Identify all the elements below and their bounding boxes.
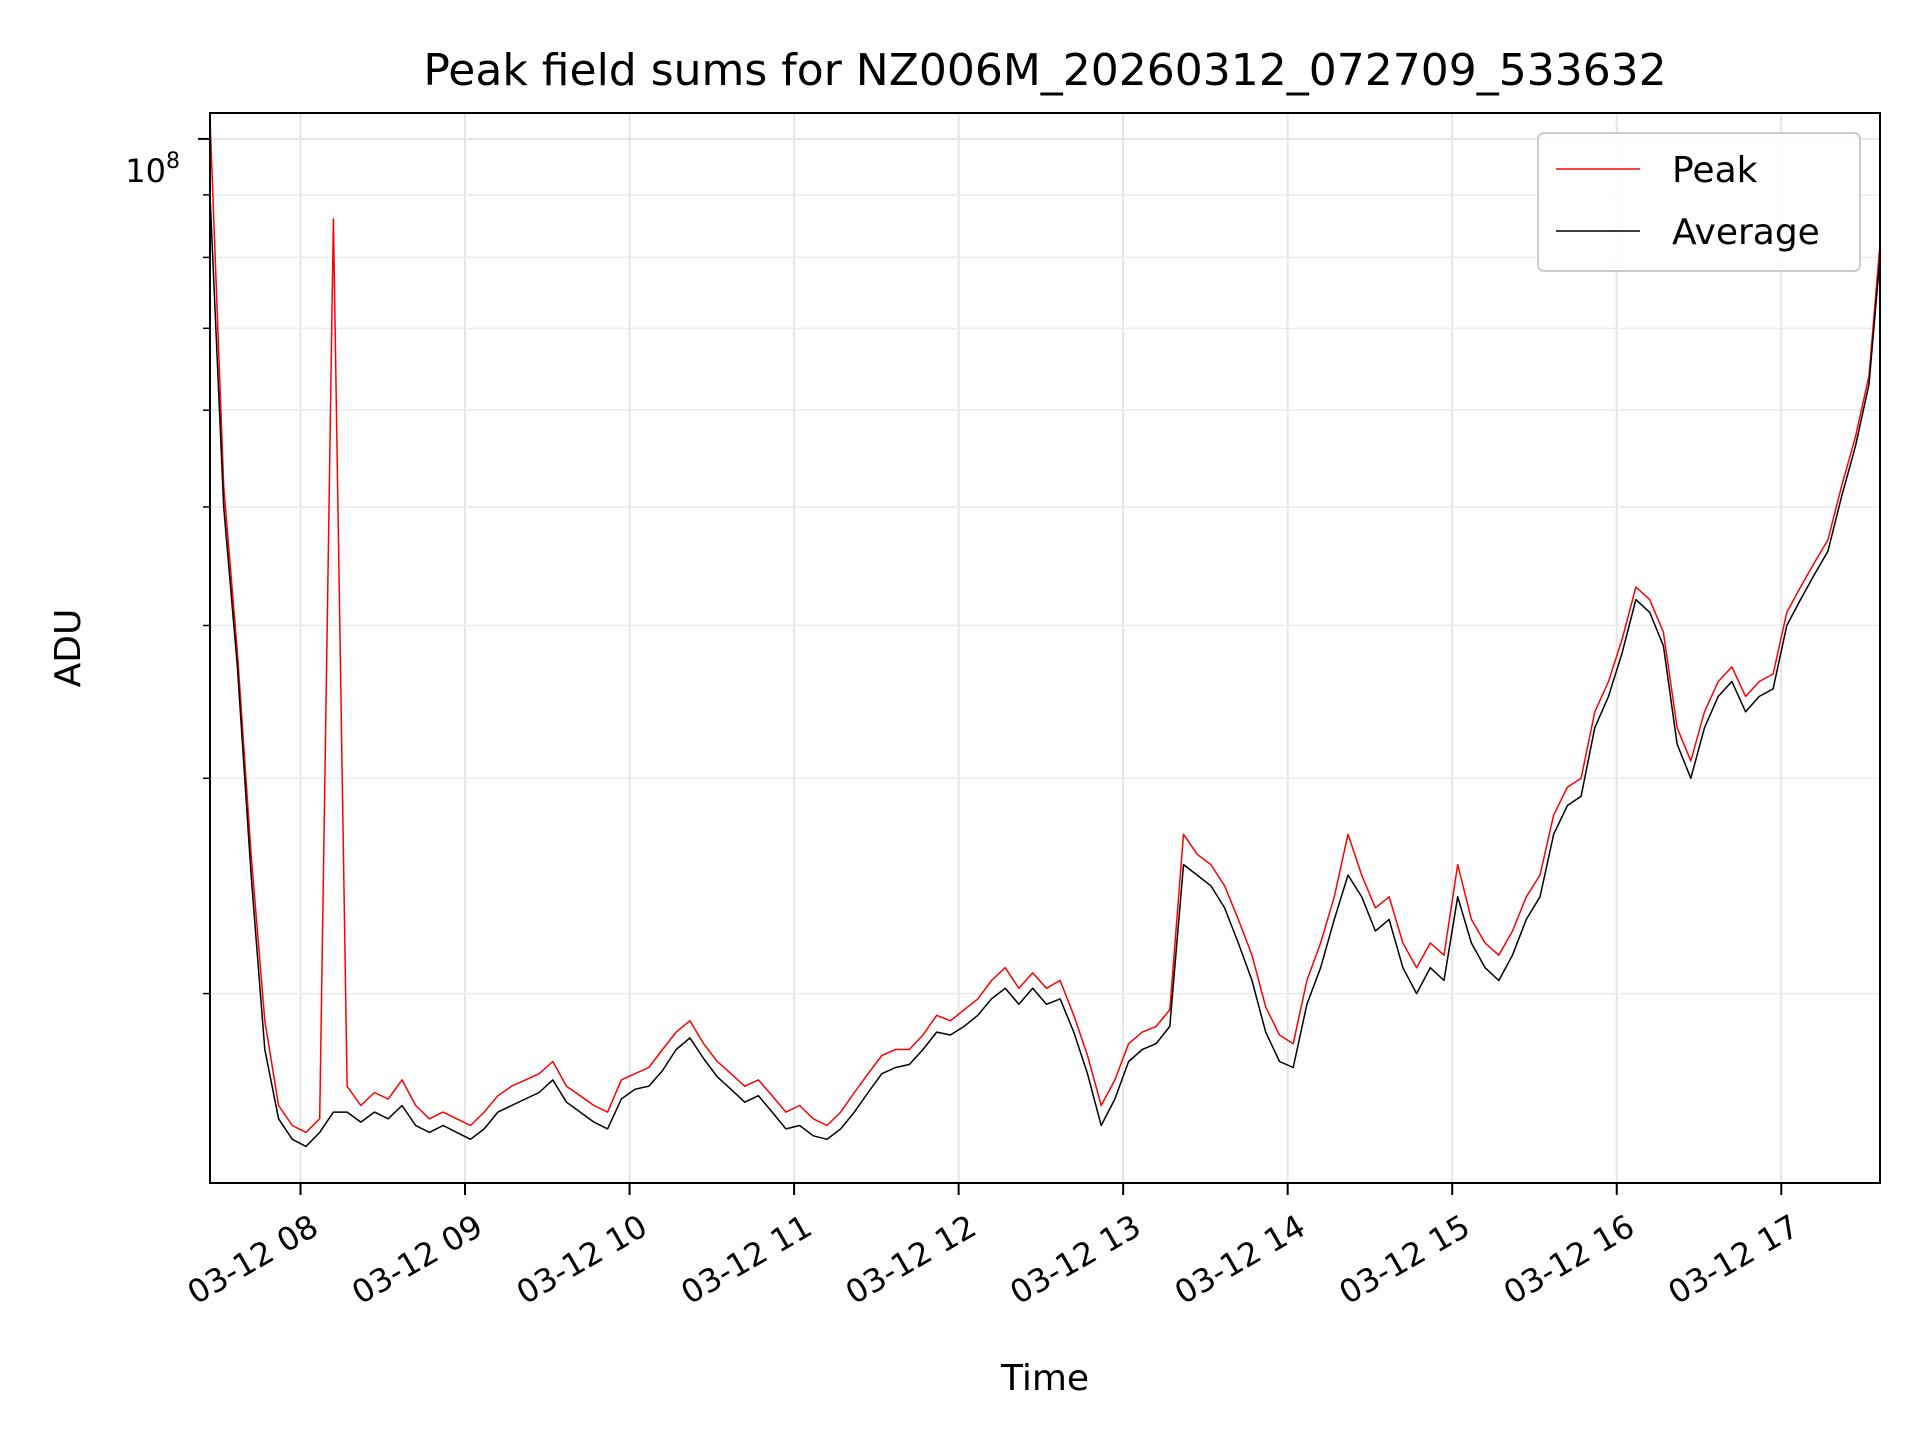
legend-box bbox=[1537, 132, 1861, 272]
series-lines bbox=[209, 118, 1881, 1148]
series-line-peak bbox=[209, 118, 1881, 1134]
legend: Peak Average bbox=[1537, 132, 1861, 272]
chart-title: Peak field sums for NZ006M_20260312_0727… bbox=[423, 45, 1666, 96]
series-line-average bbox=[209, 194, 1881, 1148]
y-tick-base: 10 bbox=[125, 152, 166, 190]
y-axis-label: ADU bbox=[48, 609, 89, 688]
y-tick-exponent: 8 bbox=[166, 149, 180, 174]
x-axis-label: Time bbox=[1000, 1358, 1089, 1399]
legend-label-average: Average bbox=[1672, 212, 1820, 253]
legend-label-peak: Peak bbox=[1672, 150, 1758, 191]
plot-frame bbox=[209, 112, 1881, 1184]
y-tick-label-major: 108 bbox=[125, 149, 180, 190]
